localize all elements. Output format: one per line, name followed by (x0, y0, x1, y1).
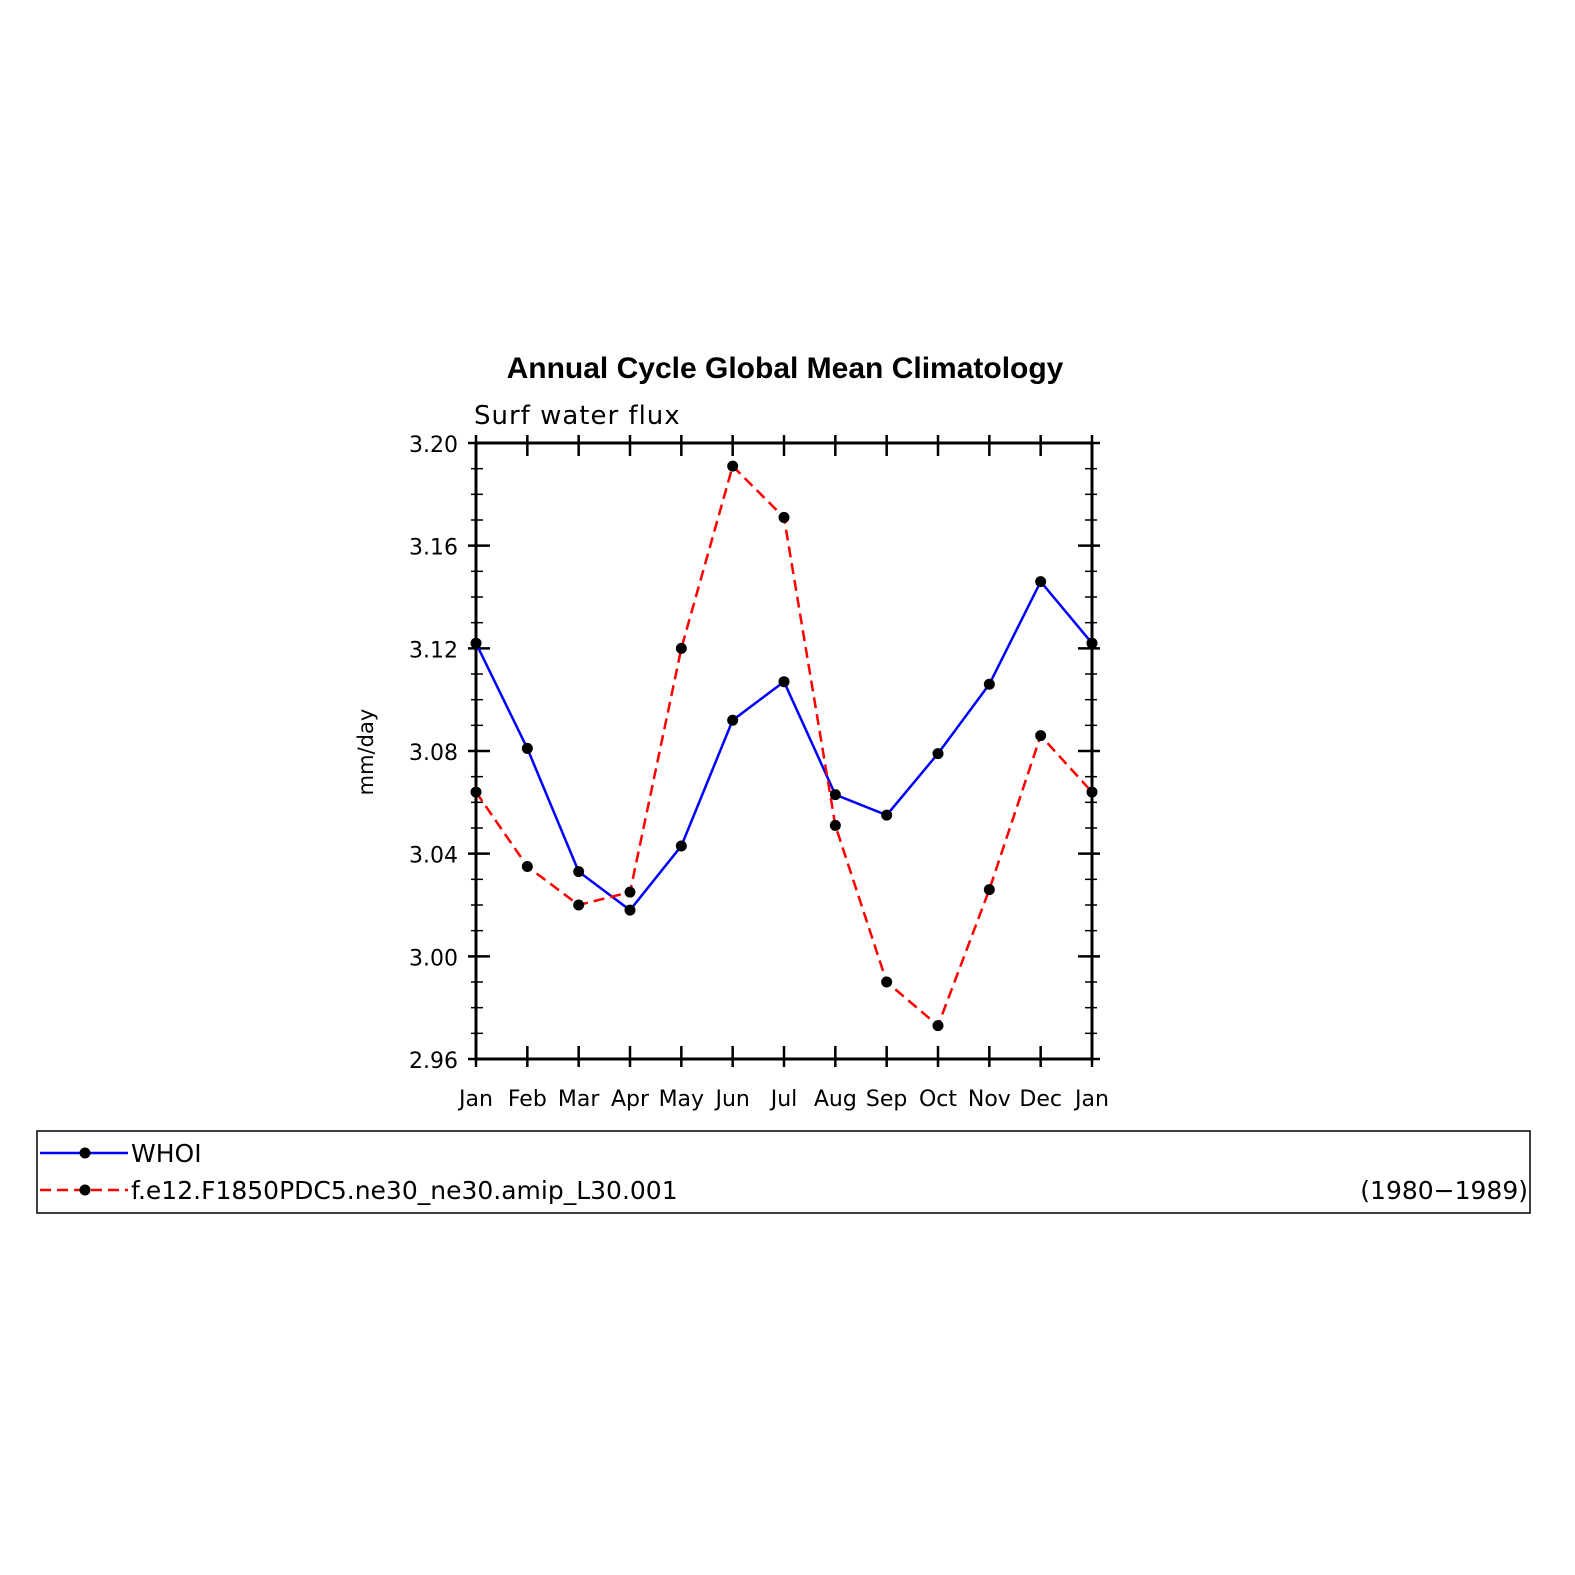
series-2-point (932, 1020, 944, 1032)
x-tick-label: Sep (866, 1087, 907, 1112)
y-tick-label: 3.16 (409, 536, 458, 561)
x-tick-label: Oct (919, 1087, 957, 1112)
series-2-point (470, 786, 482, 798)
series-2-point (778, 511, 790, 523)
series-1-point (573, 866, 585, 878)
series-1-point (521, 742, 533, 754)
legend-label-1: WHOI (131, 1139, 202, 1168)
x-tick-label: Dec (1019, 1087, 1062, 1112)
series-2-point (1086, 786, 1098, 798)
chart-title: Annual Cycle Global Mean Climatology (507, 352, 1064, 385)
x-tick-label: Apr (611, 1087, 650, 1112)
y-tick-label: 3.12 (409, 638, 458, 663)
x-tick-label: Jun (713, 1087, 749, 1112)
legend-marker-2 (79, 1184, 91, 1196)
series-1-point (727, 714, 739, 726)
series-2-point (727, 460, 739, 472)
series-1-point (1086, 637, 1098, 649)
x-tick-label: Jan (457, 1087, 493, 1112)
plot-series (470, 460, 1098, 1032)
series-2-point (881, 976, 893, 988)
legend-marker-1 (79, 1147, 91, 1159)
y-tick-label: 3.20 (409, 433, 458, 458)
series-1-point (675, 840, 687, 852)
series-2-point (624, 886, 636, 898)
series-2-point (675, 642, 687, 654)
series-1-point (829, 789, 841, 801)
series-1-point (778, 676, 790, 688)
x-tick-label: May (659, 1087, 704, 1112)
x-tick-label: Feb (508, 1087, 547, 1112)
x-tick-label: Nov (968, 1087, 1011, 1112)
series-1-point (983, 678, 995, 690)
x-tick-label: Aug (814, 1087, 857, 1112)
y-tick-label: 2.96 (409, 1049, 458, 1074)
series-1-point (881, 809, 893, 821)
series-line-2 (474, 463, 1093, 1028)
axes: Jan Feb Mar Apr May Jun Jul Aug Sep Oct Nov Dec Jan 3… (409, 433, 1109, 1112)
chart-subtitle: Surf water flux (474, 401, 681, 431)
y-tick-label: 3.00 (409, 946, 458, 971)
series-2-point (1035, 730, 1047, 742)
plot-frame (474, 441, 1094, 1061)
series-1-point (1035, 576, 1047, 588)
series-2-point (573, 899, 585, 911)
legend-box (36, 1130, 1531, 1214)
legend-period: (1980−1989) (1360, 1176, 1528, 1205)
series-1-point (932, 748, 944, 760)
y-axis-label: mm/day (354, 709, 378, 796)
series-2-point (829, 819, 841, 831)
y-tick-label: 3.08 (409, 741, 458, 766)
x-tick-label: Mar (558, 1087, 600, 1112)
y-tick-label: 3.04 (409, 844, 458, 869)
x-tick-label: Jul (769, 1087, 798, 1112)
legend: WHOI f.e12.F1850PDC5.ne30_ne30.amip_L30.0… (36, 1130, 1531, 1214)
x-tick-label: Jan (1073, 1087, 1109, 1112)
legend-label-2: f.e12.F1850PDC5.ne30_ne30.amip_L30.001 (131, 1176, 678, 1205)
series-1-point (470, 637, 482, 649)
series-1-point (624, 904, 636, 916)
series-2-point (521, 861, 533, 872)
series-2-point (983, 884, 995, 896)
